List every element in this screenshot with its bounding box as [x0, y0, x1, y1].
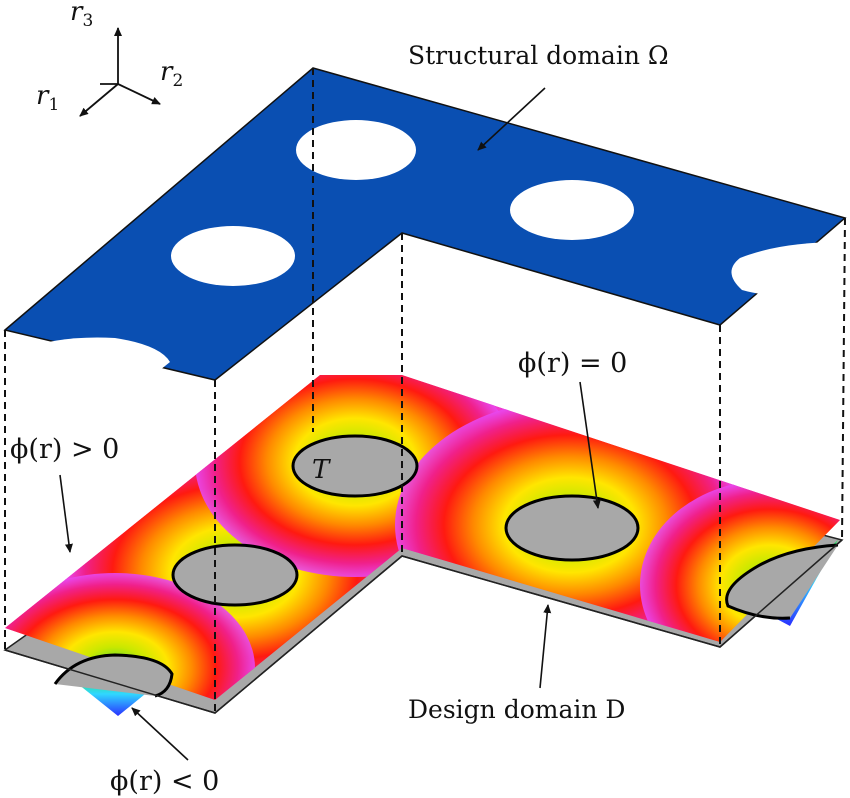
zero-level-hole [725, 543, 839, 620]
axis-label-r1: r1 [36, 81, 59, 115]
label-phi-positive: ϕ(r) > 0 [10, 434, 119, 465]
label-phi-zero: ϕ(r) = 0 [518, 348, 627, 379]
annotation-arrows [59, 87, 601, 761]
zero-level-hole [171, 543, 299, 607]
label-design-domain: Design domain D [408, 695, 625, 724]
axis-label-r2: r2 [160, 57, 183, 91]
axis-label-r3: r3 [70, 0, 93, 31]
zero-level-hole [291, 434, 419, 498]
structural-domain [3, 67, 847, 381]
label-phi-negative: ϕ(r) < 0 [110, 766, 219, 797]
structure-hole [731, 242, 842, 295]
structure-hole [20, 337, 170, 371]
structure-hole [510, 180, 634, 240]
label-structural-domain: Structural domain Ω [408, 41, 669, 70]
projection-lines [4, 68, 846, 713]
structure-hole [171, 226, 295, 286]
zero-level-hole [53, 653, 174, 698]
structure-hole [296, 120, 416, 180]
zero-level-hole [504, 494, 640, 562]
coordinate-axes [79, 27, 161, 117]
label-boundary-T: T [312, 455, 331, 485]
